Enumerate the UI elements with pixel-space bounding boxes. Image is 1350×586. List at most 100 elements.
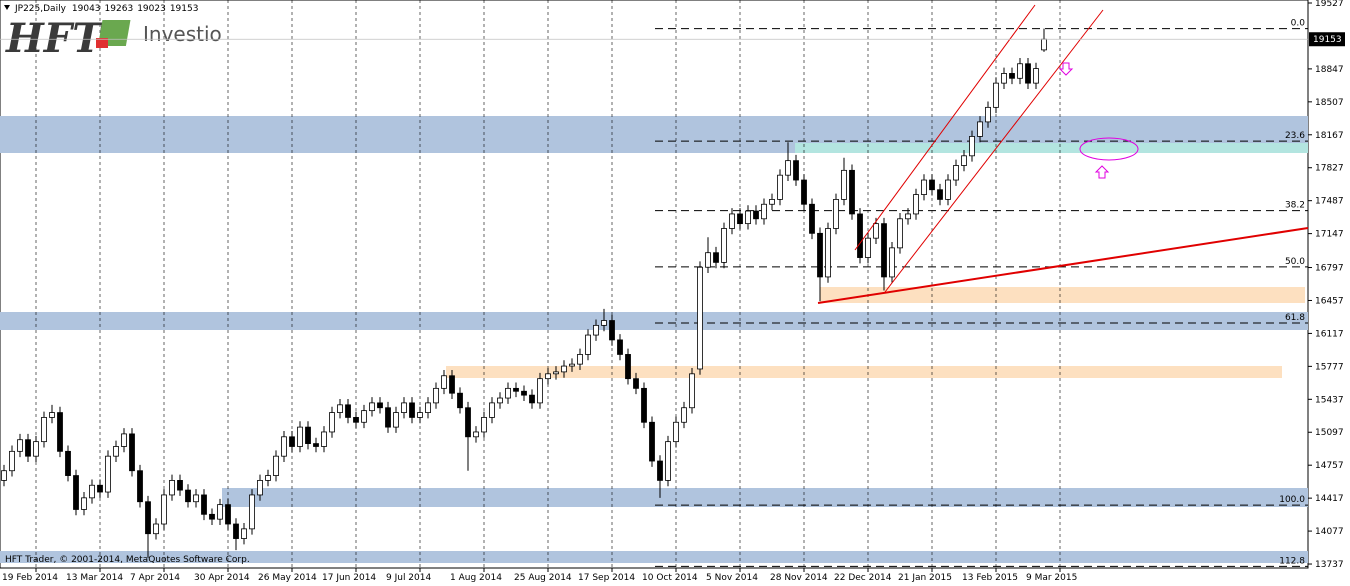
candle-body	[193, 494, 199, 503]
y-tick-label: 13737	[1315, 560, 1344, 570]
candle-body	[217, 504, 223, 520]
candle-body	[937, 189, 943, 200]
candle-body	[97, 484, 103, 493]
x-tick-label: 17 Jun 2014	[322, 573, 376, 583]
candle-body	[657, 460, 663, 481]
candle-body	[401, 402, 407, 413]
candle-body	[369, 402, 375, 412]
ellipse	[1079, 137, 1139, 161]
y-tick-label: 17147	[1315, 230, 1344, 240]
x-tick-label: 7 Apr 2014	[130, 573, 180, 583]
candle-body	[185, 489, 191, 503]
candle-body	[337, 404, 343, 413]
candle-body	[433, 387, 439, 404]
candle-body	[209, 513, 215, 520]
fib-label: 0.0	[1291, 19, 1306, 29]
candle-body	[41, 417, 47, 443]
candle-body	[577, 354, 583, 365]
candle-body	[561, 365, 567, 373]
candle-body	[153, 523, 159, 535]
candle-body	[1025, 63, 1031, 84]
logo-mark: HFT	[5, 15, 105, 62]
candle-body	[81, 497, 87, 510]
y-tick-label: 15097	[1315, 428, 1344, 438]
menu-arrow[interactable]	[4, 5, 10, 10]
candle-body	[57, 412, 63, 452]
candle-body	[505, 387, 511, 399]
candle-body	[281, 436, 287, 457]
trend-line	[817, 227, 1309, 304]
candle-body	[705, 252, 711, 268]
y-tick-label: 17827	[1315, 164, 1344, 174]
candle-body	[393, 412, 399, 428]
fib-label: 38.2	[1285, 201, 1305, 211]
candle-body	[297, 426, 303, 447]
candle-body	[601, 320, 607, 326]
candle-body	[857, 213, 863, 258]
candle-body	[225, 504, 231, 525]
candle-body	[681, 407, 687, 423]
candle-body	[73, 475, 79, 510]
candle-body	[385, 407, 391, 428]
candle-body	[465, 407, 471, 438]
candle-body	[121, 433, 127, 447]
candle-body	[273, 455, 279, 476]
channel-line	[884, 9, 1104, 293]
candle-body	[761, 203, 767, 220]
candle-body	[145, 501, 151, 535]
candle-body	[689, 373, 695, 409]
candle-body	[801, 179, 807, 205]
candle-body	[785, 160, 791, 176]
candle-body	[521, 390, 527, 396]
copyright: HFT Trader, © 2001-2014, MetaQuotes Soft…	[5, 555, 250, 565]
candle-body	[569, 363, 575, 367]
candle-body	[377, 402, 383, 409]
zone	[0, 312, 1308, 330]
candle-body	[585, 334, 591, 355]
candle-body	[993, 82, 999, 108]
candle-body	[729, 213, 735, 229]
candle-body	[1, 470, 7, 481]
candle-body	[809, 203, 815, 234]
candle-body	[961, 155, 967, 166]
candle-body	[105, 455, 111, 493]
candle-body	[873, 223, 879, 239]
x-tick-label: 10 Oct 2014	[642, 573, 698, 583]
x-tick-label: 9 Jul 2014	[386, 573, 431, 583]
arrow-down	[1058, 62, 1074, 76]
candle-body	[169, 480, 175, 496]
y-tick-label: 14757	[1315, 461, 1344, 471]
candle-body	[737, 213, 743, 225]
y-tick-label: 16797	[1315, 264, 1344, 274]
fib-label: 61.8	[1285, 313, 1305, 323]
candle-body	[953, 165, 959, 181]
candle-body	[833, 199, 839, 229]
low: 19023	[137, 4, 166, 14]
y-tick-label: 18167	[1315, 131, 1344, 141]
x-tick-label: 21 Jan 2015	[898, 573, 952, 583]
candle-body	[305, 426, 311, 444]
candle-body	[905, 213, 911, 220]
candle-body	[945, 179, 951, 200]
candle-body	[929, 179, 935, 191]
y-tick-label: 14417	[1315, 494, 1344, 504]
x-tick-label: 19 Feb 2014	[2, 573, 58, 583]
candle-body	[417, 412, 423, 418]
logo-icon	[96, 38, 108, 48]
candle-body	[161, 494, 167, 525]
symbol: JP225,Daily	[14, 4, 67, 14]
candle-body	[881, 223, 887, 278]
candle-body	[1009, 73, 1015, 79]
candle-body	[129, 433, 135, 472]
chart-header: JP225,Daily 19043 19263 19023 19153	[14, 4, 198, 14]
candle-body	[977, 121, 983, 137]
x-tick-label: 26 May 2014	[258, 573, 317, 583]
candle-body	[825, 228, 831, 278]
x-tick-label: 9 Mar 2015	[1026, 573, 1077, 583]
candle-body	[513, 387, 519, 392]
candle-body	[793, 160, 799, 181]
x-tick-label: 13 Feb 2015	[962, 573, 1018, 583]
candle-body	[233, 523, 239, 539]
candle-body	[313, 443, 319, 447]
y-tick-label: 18507	[1315, 98, 1344, 108]
